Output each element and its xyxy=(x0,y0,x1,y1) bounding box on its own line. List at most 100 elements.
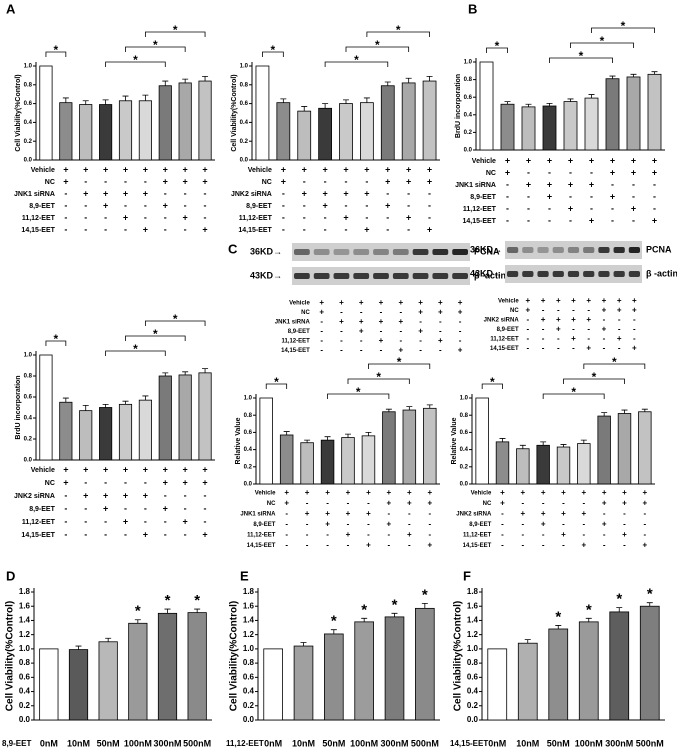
treatment-sign: - xyxy=(345,176,348,186)
treatment-sign: - xyxy=(64,200,67,210)
treatment-sign: + xyxy=(568,155,573,165)
treatment-sign: + xyxy=(385,200,390,210)
treatment-sign: + xyxy=(163,176,168,186)
treatment-sign: + xyxy=(418,327,423,336)
significance-bracket xyxy=(262,51,284,57)
bar xyxy=(178,82,192,161)
treatment-sign: + xyxy=(652,215,657,225)
significance-star: * xyxy=(397,355,402,369)
error-bar xyxy=(406,406,413,411)
error-bar xyxy=(616,607,623,612)
treatment-sign: + xyxy=(547,191,552,201)
y-tick-label: 1.0 xyxy=(243,644,255,653)
bar xyxy=(300,442,314,485)
treatment-sign: + xyxy=(407,499,412,508)
treatment-sign: + xyxy=(302,188,307,198)
error-bar xyxy=(324,436,331,441)
bar xyxy=(279,434,294,485)
panel-label: A xyxy=(6,1,16,16)
treatment-sign: - xyxy=(326,541,329,550)
treatment-sign: + xyxy=(505,167,510,177)
treatment-sign: + xyxy=(305,509,310,518)
significance-bracket xyxy=(327,393,390,399)
treatment-sign: + xyxy=(83,164,88,174)
treatment-name: 8,9-EET xyxy=(29,506,55,513)
bar xyxy=(361,435,376,485)
significance-star: * xyxy=(396,23,401,37)
bar xyxy=(324,633,344,721)
y-tick-label: 1.6 xyxy=(243,601,255,610)
treatment-name: JNK1 siRNA xyxy=(455,182,496,189)
y-tick-label: 0.8 xyxy=(467,658,479,667)
bar xyxy=(354,621,374,721)
y-tick-label: 0.0 xyxy=(240,158,249,164)
treatment-sign: + xyxy=(305,488,310,497)
y-tick-label: 0.2 xyxy=(240,139,249,145)
bar xyxy=(584,97,599,151)
panel-label: B xyxy=(468,1,477,16)
treatment-name: 8,9-EET xyxy=(469,522,491,528)
error-bar xyxy=(560,444,567,448)
treatment-sign: + xyxy=(183,516,188,526)
treatment-sign: + xyxy=(589,155,594,165)
treatment-sign: - xyxy=(611,203,614,213)
y-tick-label: 0.8 xyxy=(244,413,253,419)
treatment-sign: - xyxy=(506,203,509,213)
y-tick-label: 0.0 xyxy=(243,715,255,724)
marker-label: 43KD→ xyxy=(470,268,502,278)
treatment-name: Vehicle xyxy=(248,167,272,174)
treatment-sign: + xyxy=(602,296,607,305)
bar xyxy=(198,372,212,461)
treatment-sign: + xyxy=(406,176,411,186)
treatment-sign: - xyxy=(386,212,389,222)
treatment-name: 14,15-EET xyxy=(281,348,310,354)
significance-bracket xyxy=(570,42,634,48)
significance-star: * xyxy=(592,370,597,384)
significance-bracket xyxy=(144,31,206,37)
error-bar xyxy=(82,405,89,411)
marker-label: 36KD→ xyxy=(250,246,282,256)
treatment-sign: - xyxy=(419,346,422,355)
significance-star: * xyxy=(331,613,337,630)
treatment-sign: + xyxy=(586,315,591,324)
treatment-sign: - xyxy=(124,477,127,487)
treatment-sign: - xyxy=(84,529,87,539)
y-tick-label: 0.4 xyxy=(464,112,473,118)
treatment-sign: - xyxy=(603,334,606,343)
y-tick-label: 0.4 xyxy=(24,416,33,422)
treatment-sign: + xyxy=(202,477,207,487)
treatment-sign: + xyxy=(500,499,505,508)
significance-star: * xyxy=(392,596,398,613)
treatment-sign: + xyxy=(83,188,88,198)
panel-label: F xyxy=(463,568,471,583)
treatment-sign: - xyxy=(104,176,107,186)
y-tick-label: 0.2 xyxy=(24,437,33,443)
treatment-sign: - xyxy=(527,167,530,177)
treatment-sign: - xyxy=(618,325,621,334)
significance-bracket xyxy=(347,378,410,384)
treatment-sign: + xyxy=(319,308,324,317)
bar xyxy=(320,439,335,485)
significance-bracket xyxy=(591,27,655,33)
treatment-sign: - xyxy=(388,509,391,518)
treatment-sign: + xyxy=(379,317,384,326)
blot-band xyxy=(412,273,429,279)
bar xyxy=(609,611,630,721)
treatment-sign: + xyxy=(123,164,128,174)
y-tick-label: 0.2 xyxy=(467,701,479,710)
treatment-sign: + xyxy=(602,520,607,529)
bar xyxy=(517,642,538,721)
treatment-sign: + xyxy=(346,509,351,518)
x-tick-label: 50nM xyxy=(547,738,570,748)
significance-bracket xyxy=(345,46,410,52)
bar xyxy=(495,441,510,485)
treatment-sign: + xyxy=(632,296,637,305)
treatment-sign: + xyxy=(379,298,384,307)
treatment-sign: - xyxy=(124,529,127,539)
bar xyxy=(384,616,405,721)
treatment-sign: + xyxy=(398,346,403,355)
error-bar xyxy=(164,608,171,614)
bar xyxy=(521,106,536,151)
treatment-sign: - xyxy=(285,509,288,518)
treatment-sign: + xyxy=(83,464,88,474)
